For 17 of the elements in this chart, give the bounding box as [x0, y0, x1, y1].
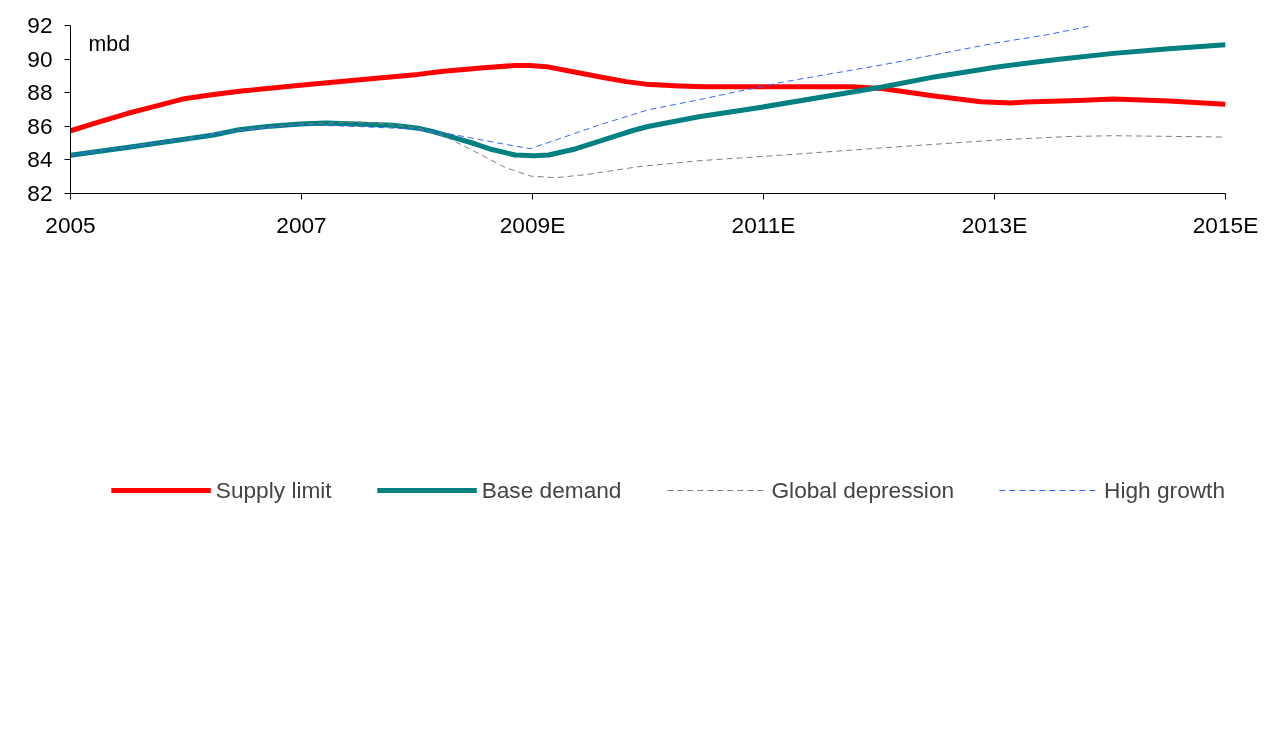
- x-tick-label: 2013E: [961, 211, 1028, 238]
- y-axis-title: mbd: [88, 31, 130, 56]
- legend-label: Base demand: [481, 476, 622, 504]
- legend-label: Supply limit: [215, 476, 332, 504]
- y-tick-label: 90: [27, 45, 53, 72]
- x-tick-label: 2011E: [731, 211, 796, 238]
- y-tick-label: 84: [27, 146, 53, 173]
- x-tick-label: 2015E: [1192, 211, 1259, 238]
- y-tick-label: 86: [27, 112, 53, 139]
- x-tick-label: 2009E: [499, 211, 566, 238]
- legend-label: High growth: [1104, 476, 1225, 504]
- x-tick-label: 2007: [276, 211, 327, 238]
- y-tick-label: 88: [27, 79, 53, 106]
- y-tick-label: 82: [27, 180, 53, 206]
- x-tick-label: 2005: [45, 211, 96, 238]
- legend-label: Global depression: [771, 476, 955, 504]
- y-tick-label: 92: [27, 12, 53, 38]
